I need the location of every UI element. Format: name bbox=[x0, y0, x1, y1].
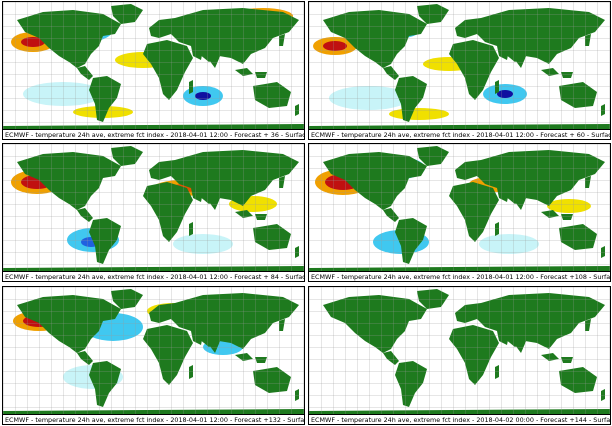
lat-lon-grid bbox=[309, 287, 610, 415]
efi-map-3 bbox=[3, 144, 304, 272]
lat-lon-grid bbox=[309, 144, 610, 272]
map-panel-6: ECMWF - temperature 24h ave, extreme fct… bbox=[308, 286, 611, 425]
map-panel-2: ECMWF - temperature 24h ave, extreme fct… bbox=[308, 1, 611, 140]
panel-caption-5: ECMWF - temperature 24h ave, extreme fct… bbox=[3, 414, 304, 424]
lat-lon-grid bbox=[3, 287, 304, 415]
efi-map-4 bbox=[309, 144, 610, 272]
panel-caption-6: ECMWF - temperature 24h ave, extreme fct… bbox=[309, 414, 610, 424]
map-panel-4: ECMWF - temperature 24h ave, extreme fct… bbox=[308, 143, 611, 282]
panel-caption-3: ECMWF - temperature 24h ave, extreme fct… bbox=[3, 271, 304, 281]
map-panel-3: ECMWF - temperature 24h ave, extreme fct… bbox=[2, 143, 305, 282]
lat-lon-grid bbox=[309, 2, 610, 130]
lat-lon-grid bbox=[3, 144, 304, 272]
panel-caption-2: ECMWF - temperature 24h ave, extreme fct… bbox=[309, 129, 610, 139]
efi-map-5 bbox=[3, 287, 304, 415]
efi-map-1 bbox=[3, 2, 304, 130]
panel-caption-1: ECMWF - temperature 24h ave, extreme fct… bbox=[3, 129, 304, 139]
map-panel-1: ECMWF - temperature 24h ave, extreme fct… bbox=[2, 1, 305, 140]
lat-lon-grid bbox=[3, 2, 304, 130]
map-panel-5: ECMWF - temperature 24h ave, extreme fct… bbox=[2, 286, 305, 425]
panel-caption-4: ECMWF - temperature 24h ave, extreme fct… bbox=[309, 271, 610, 281]
efi-map-2 bbox=[309, 2, 610, 130]
efi-map-6 bbox=[309, 287, 610, 415]
